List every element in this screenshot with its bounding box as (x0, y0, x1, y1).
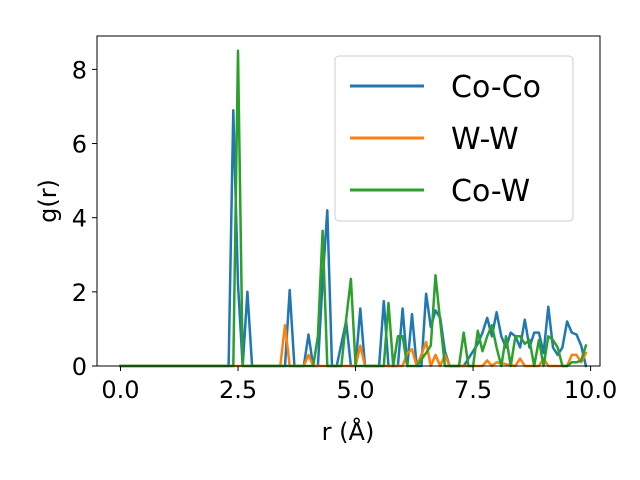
y-axis-label: g(r) (34, 179, 62, 223)
legend: Co-Co W-W Co-W (334, 55, 574, 222)
x-axis-label: r (Å) (322, 417, 375, 446)
x-tick-label: 5.0 (336, 376, 374, 404)
y-tick-label: 2 (72, 279, 87, 307)
y-tick-label: 4 (72, 205, 87, 233)
y-axis-ticks: 0 2 4 6 8 (72, 56, 97, 381)
x-axis-ticks: 0.0 2.5 5.0 7.5 10.0 (101, 366, 617, 404)
legend-label-co-co: Co-Co (451, 70, 541, 105)
x-tick-label: 2.5 (219, 376, 257, 404)
y-tick-label: 6 (72, 131, 87, 159)
legend-box (334, 55, 574, 222)
legend-label-w-w: W-W (451, 122, 519, 157)
x-tick-label: 10.0 (564, 376, 617, 404)
y-tick-label: 8 (72, 56, 87, 84)
axes-frame (96, 35, 601, 367)
x-tick-label: 7.5 (454, 376, 492, 404)
x-tick-label: 0.0 (101, 376, 139, 404)
legend-label-co-w: Co-W (451, 174, 530, 209)
y-tick-label: 0 (72, 353, 87, 381)
